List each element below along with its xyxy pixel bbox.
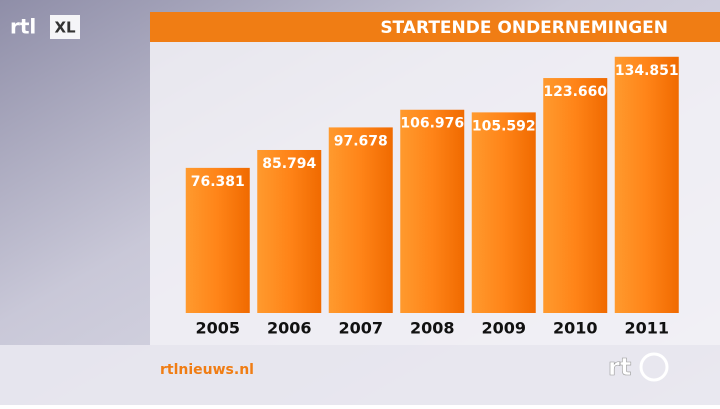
- bar: [543, 78, 608, 314]
- value-label: 76.381: [191, 174, 245, 190]
- x-tick-label: 2010: [553, 319, 598, 338]
- value-label: 85.794: [262, 156, 316, 172]
- bar: [185, 167, 250, 313]
- x-tick-label: 2006: [267, 319, 312, 338]
- source: rtlnieuws.nl: [160, 362, 254, 378]
- x-tick-label: 2005: [195, 319, 240, 338]
- x-tick-label: 2007: [338, 319, 383, 338]
- value-label: 97.678: [334, 133, 388, 149]
- bar: [400, 109, 465, 313]
- bar: [257, 149, 322, 313]
- chart-title: STARTENDE ONDERNEMINGEN: [380, 18, 668, 38]
- footer: [0, 345, 720, 405]
- value-label: 105.592: [472, 118, 536, 134]
- x-tick-label: 2011: [624, 319, 669, 338]
- logo-circle: [639, 352, 669, 382]
- title-bar: [150, 12, 720, 42]
- bar: [328, 127, 393, 313]
- value-label: 106.976: [400, 116, 464, 132]
- bar: [614, 56, 679, 313]
- bar: [471, 112, 536, 313]
- value-label: 123.660: [543, 84, 607, 100]
- logo-badge-box: [50, 15, 80, 39]
- logo-top: rtl: [10, 15, 36, 39]
- value-label: 134.851: [615, 63, 679, 79]
- logo-bottom: rt: [608, 353, 631, 381]
- x-tick-label: 2008: [410, 319, 455, 338]
- logo-top-badge: XL: [54, 19, 76, 37]
- x-tick-label: 2009: [481, 319, 526, 338]
